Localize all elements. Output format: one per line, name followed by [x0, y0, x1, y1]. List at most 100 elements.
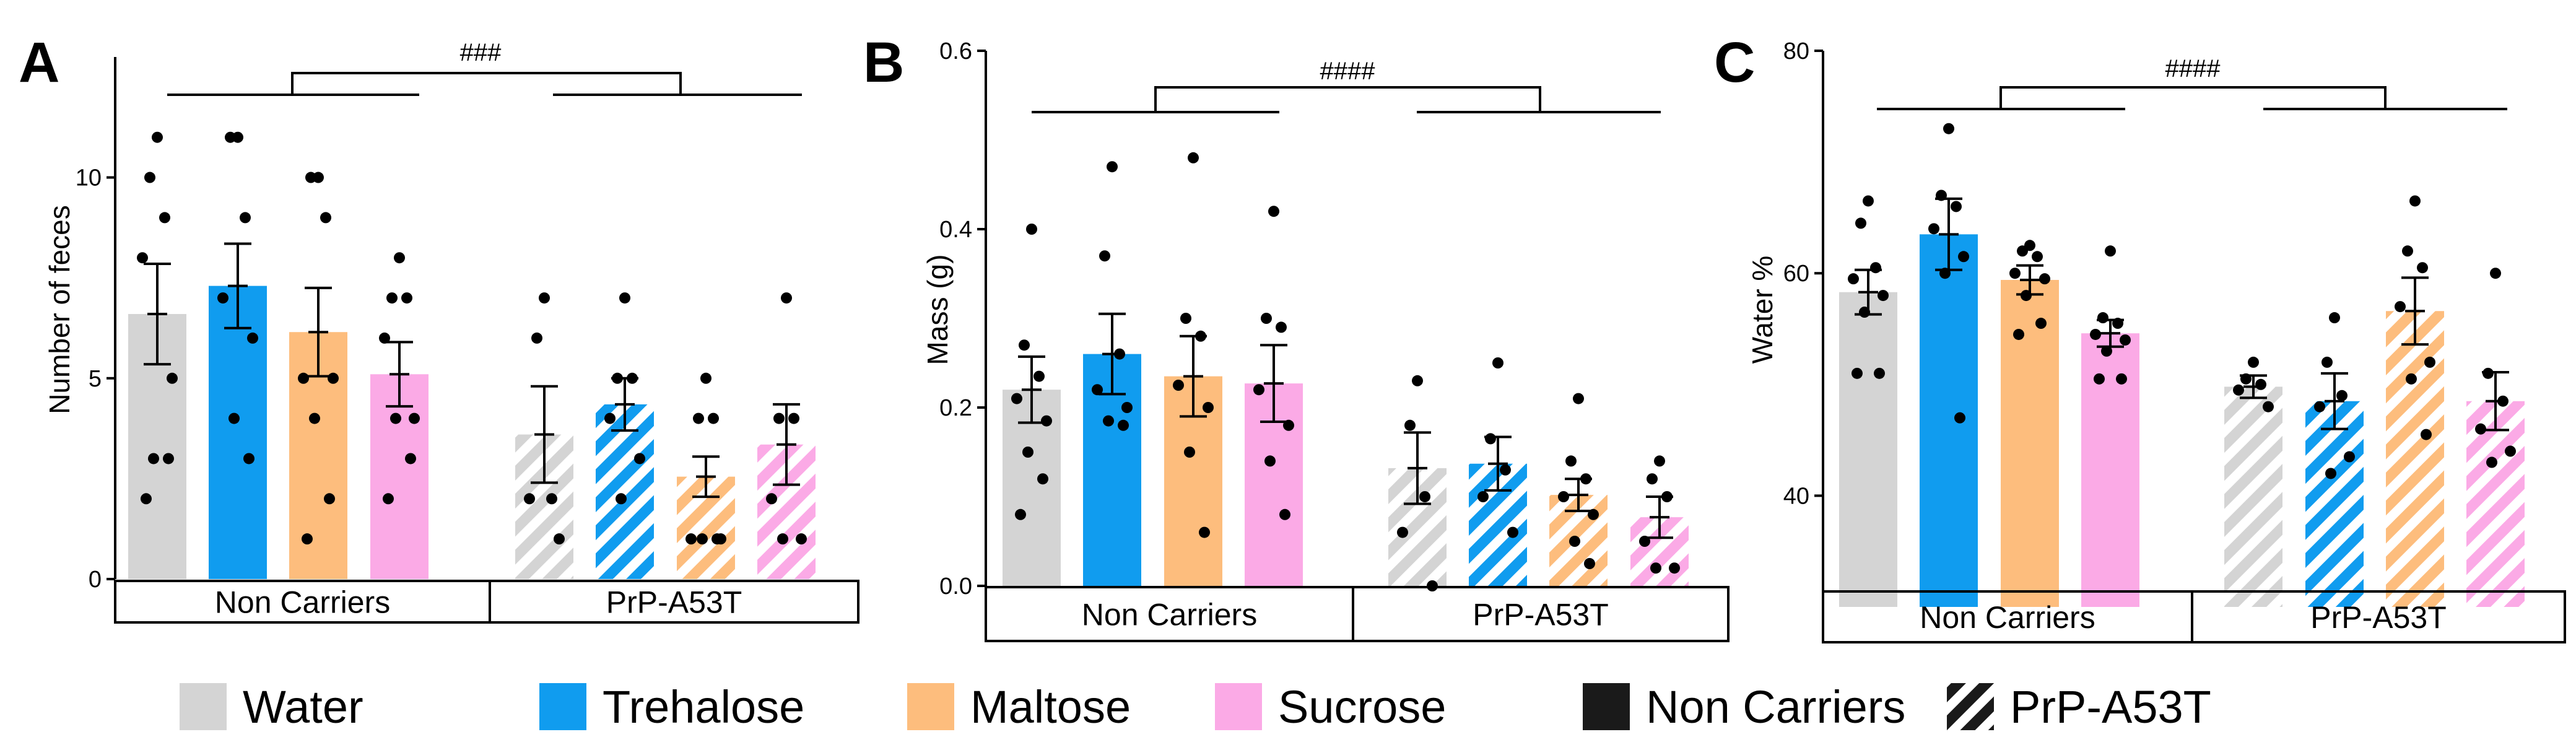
y-tick-label: 10	[76, 165, 102, 191]
data-point	[394, 252, 405, 264]
data-point	[2421, 429, 2432, 440]
group-box	[1822, 590, 2566, 643]
data-point	[1573, 393, 1584, 404]
data-point	[2013, 328, 2024, 340]
data-point	[163, 453, 174, 464]
data-point	[1092, 384, 1103, 396]
data-point	[2032, 251, 2043, 263]
data-point	[320, 212, 331, 224]
data-point	[1203, 402, 1214, 413]
group-label: Non Carriers	[1082, 598, 1257, 632]
bar-water-prp-a53t	[2224, 386, 2282, 607]
data-point	[247, 332, 258, 344]
data-point	[1565, 455, 1577, 467]
data-point	[554, 533, 565, 545]
bar-trehalose-prp-a53t	[596, 404, 654, 579]
data-point	[1477, 491, 1489, 502]
data-point	[2120, 334, 2131, 346]
significance-label: ####	[2165, 55, 2221, 82]
group-box	[114, 580, 859, 624]
data-point	[1268, 206, 1279, 217]
data-point	[152, 131, 163, 143]
data-point	[2097, 312, 2108, 324]
data-point	[243, 453, 255, 464]
data-point	[2395, 301, 2406, 313]
y-tick-label: 0.4	[939, 217, 972, 243]
data-point	[1026, 224, 1037, 235]
legend-label: Trehalose	[603, 681, 804, 733]
data-point	[2321, 356, 2333, 368]
data-point	[619, 292, 630, 304]
data-point	[2035, 318, 2047, 329]
legend-swatch	[539, 683, 586, 730]
legend: Water Trehalose Maltose Sucrose Non Carriers…	[180, 681, 2211, 733]
data-point	[2505, 445, 2516, 457]
data-point	[2116, 373, 2127, 385]
panel-letter: B	[863, 31, 904, 94]
data-point	[777, 533, 788, 545]
data-point	[1852, 367, 1863, 379]
data-point	[1951, 201, 1962, 212]
data-point	[228, 412, 240, 424]
data-point	[2039, 273, 2050, 285]
chart-panels: A Number of feces 0 5 10 Non Carriers PrP-A53T…	[19, 31, 2566, 643]
data-point	[1184, 447, 1195, 458]
y-tick-label: 80	[1783, 38, 1809, 64]
data-point	[328, 372, 339, 384]
data-point	[1121, 402, 1133, 413]
data-point	[1404, 419, 1416, 431]
legend-swatch	[1947, 683, 1994, 730]
legend-item-prp-a53t: PrP-A53T	[1947, 681, 2211, 733]
significance-label: ####	[1320, 58, 1376, 85]
bar-trehalose-prp-a53t	[2305, 401, 2364, 607]
data-point	[697, 533, 708, 545]
bar-maltose-non-carriers	[2001, 279, 2059, 607]
data-point	[1870, 262, 1881, 274]
data-point	[1033, 370, 1045, 382]
data-point	[1954, 412, 1965, 424]
legend-item-water: Water	[180, 681, 363, 733]
data-point	[1118, 419, 1129, 431]
data-point	[1507, 526, 1518, 538]
data-point	[781, 292, 792, 304]
group-label: PrP-A53T	[606, 585, 742, 620]
data-point	[1584, 558, 1595, 569]
y-tick-label: 5	[89, 366, 102, 392]
data-point	[2094, 373, 2105, 385]
data-point	[2402, 245, 2413, 257]
data-point	[2314, 401, 2325, 412]
data-point	[1180, 313, 1191, 324]
data-point	[1855, 217, 1866, 229]
data-point	[390, 412, 401, 424]
data-point	[685, 533, 697, 545]
data-point	[2344, 451, 2355, 463]
data-point	[1041, 415, 1052, 427]
bar-maltose-prp-a53t	[2386, 311, 2444, 607]
y-tick-label: 40	[1783, 483, 1809, 509]
data-point	[1928, 223, 1939, 235]
data-point	[217, 292, 228, 304]
y-tick-label: 0	[89, 567, 102, 593]
data-point	[405, 453, 416, 464]
legend-item-sucrose: Sucrose	[1215, 681, 1446, 733]
y-axis-label: Number of feces	[43, 205, 76, 414]
legend-swatch	[180, 683, 227, 730]
data-point	[693, 412, 704, 424]
data-point	[708, 412, 719, 424]
data-point	[2486, 456, 2497, 468]
data-point	[1874, 367, 1885, 379]
panel-letter: C	[1714, 31, 1755, 94]
group-label: Non Carriers	[1920, 600, 2095, 635]
data-point	[2409, 195, 2421, 207]
data-point	[1103, 415, 1114, 427]
data-point	[148, 453, 159, 464]
data-point	[531, 332, 542, 344]
data-point	[788, 412, 799, 424]
y-tick-label: 0.6	[939, 38, 972, 64]
data-point	[1958, 251, 1969, 263]
data-point	[1492, 357, 1503, 368]
data-point	[1647, 473, 1658, 485]
data-point	[2009, 268, 2021, 279]
data-point	[298, 372, 309, 384]
data-point	[2336, 390, 2348, 401]
